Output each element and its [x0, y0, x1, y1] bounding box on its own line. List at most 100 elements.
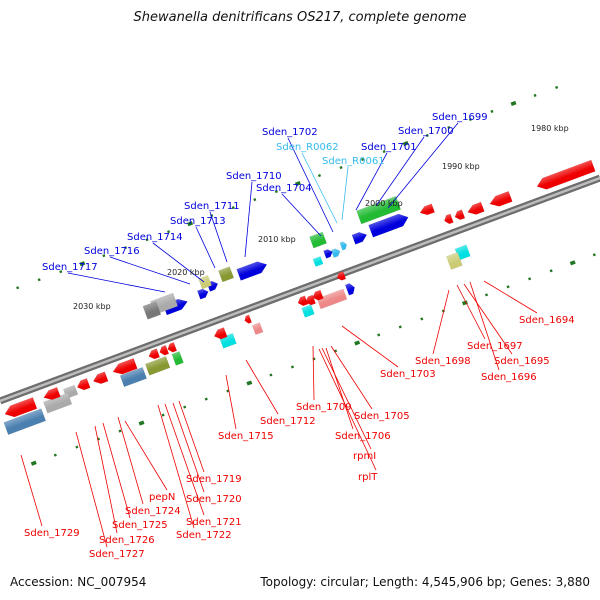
feature-upper-5: [419, 203, 435, 216]
ruler-tick: [398, 325, 402, 329]
leader-line: [109, 256, 191, 285]
ruler-label: 1990 kbp: [442, 162, 480, 171]
ruler-tick: [59, 270, 63, 274]
leader-line: [301, 152, 338, 224]
gene-label-sden_1711: Sden_1711: [184, 201, 240, 212]
ruler-tick: [16, 286, 20, 290]
gene-label-sden_1727: Sden_1727: [89, 549, 145, 560]
ruler-tick: [354, 340, 361, 346]
leader-line: [102, 422, 131, 519]
gene-label-sden_r0061: Sden_R0061: [322, 156, 385, 167]
feature-upper-8: [351, 232, 368, 245]
feature-lower-19: [119, 366, 148, 388]
leader-line: [152, 242, 205, 283]
gene-label-rplt: rplT: [358, 472, 378, 483]
leader-line: [195, 226, 216, 269]
gene-label-sden_1706: Sden_1706: [335, 431, 391, 442]
ruler-tick: [269, 373, 273, 377]
feature-lower-26: [3, 408, 47, 436]
ruler-tick: [290, 365, 295, 369]
gene-label-sden_1710: Sden_1710: [226, 171, 282, 182]
ruler-tick: [75, 445, 79, 449]
feature-lower-6: [305, 294, 316, 306]
ruler-tick: [506, 285, 510, 289]
ruler-tick: [484, 293, 489, 297]
ruler-tick: [123, 246, 127, 250]
ruler-tick: [183, 405, 187, 409]
leader-line: [375, 136, 425, 207]
gene-label-sden_1721: Sden_1721: [186, 517, 242, 528]
ruler-tick: [294, 181, 301, 187]
feature-lower-5: [312, 289, 324, 301]
map-title: Shewanella denitrificans OS217, complete…: [133, 10, 467, 25]
ruler-tick: [592, 253, 596, 257]
ruler-tick: [161, 413, 165, 417]
gene-label-sden_1702: Sden_1702: [262, 127, 318, 138]
feature-upper-12: [309, 231, 328, 249]
leader-line: [124, 420, 168, 491]
ruler-tick: [37, 278, 41, 282]
ruler-tick: [187, 221, 194, 227]
leader-line: [209, 211, 228, 263]
gene-label-sden_1703: Sden_1703: [380, 369, 436, 380]
gene-label-sden_1695: Sden_1695: [494, 356, 550, 367]
feature-upper-21: [142, 301, 162, 320]
gene-label-sden_1725: Sden_1725: [112, 520, 168, 531]
gene-label-sden_1697: Sden_1697: [467, 341, 523, 352]
gene-label-rpmi: rpmI: [353, 451, 376, 462]
feature-upper-13: [312, 255, 324, 267]
leader-line: [172, 402, 205, 493]
feature-upper-2: [467, 201, 485, 215]
gene-label-sden_1698: Sden_1698: [415, 356, 471, 367]
leader-line: [456, 284, 486, 340]
feature-lower-8: [297, 295, 309, 307]
feature-upper-0: [536, 159, 596, 190]
feature-upper-11: [323, 249, 333, 259]
feature-lower-9: [251, 322, 264, 336]
feature-upper-3: [454, 209, 466, 221]
ruler-labels: 1980 kbp 1990 kbp 2000 kbp 2010 kbp 2020 kbp…: [73, 124, 569, 311]
feature-lower-16: [144, 356, 171, 376]
gene-label-sden_1719: Sden_1719: [186, 474, 242, 485]
feature-lower-14: [159, 344, 170, 356]
feature-upper-9: [339, 241, 348, 251]
gene-label-sden_1705: Sden_1705: [354, 411, 410, 422]
leader-line: [341, 166, 349, 221]
ruler-tick: [145, 238, 149, 242]
ruler-tick: [382, 149, 386, 154]
ruler-tick: [317, 174, 322, 178]
feature-lower-12: [213, 327, 228, 340]
leader-line: [225, 374, 237, 430]
leader-line: [287, 137, 334, 233]
ruler-tick: [510, 100, 517, 107]
gene-features: [3, 159, 596, 436]
feature-lower-24: [43, 386, 61, 401]
ruler-tick: [138, 420, 145, 426]
feature-lower-3: [336, 271, 347, 281]
feature-lower-25: [4, 397, 38, 418]
ruler-dots: [16, 85, 596, 466]
leader-line: [245, 359, 279, 415]
gene-labels: Sden_1699 Sden_1700 Sden_1701 Sden_1702 Sden…: [24, 112, 575, 560]
ruler-label: 2030 kbp: [73, 302, 111, 311]
ruler-label: 2010 kbp: [258, 235, 296, 244]
ruler-label: 2020 kbp: [167, 268, 205, 277]
ruler-tick: [167, 230, 171, 234]
feature-lower-15: [171, 351, 184, 366]
feature-lower-2: [344, 283, 355, 296]
gene-label-sden_1699: Sden_1699: [432, 112, 488, 123]
ruler-tick: [490, 109, 494, 114]
ruler-tick: [118, 429, 122, 433]
leader-line: [178, 400, 205, 473]
gene-label-sden_1729: Sden_1729: [24, 528, 80, 539]
ruler-tick: [204, 397, 208, 401]
gene-label-pepn: pepN: [149, 492, 175, 503]
gene-label-sden_1717: Sden_1717: [42, 262, 98, 273]
gene-label-sden_1696: Sden_1696: [481, 372, 537, 383]
feature-upper-14: [236, 261, 268, 281]
ruler-tick: [425, 133, 429, 138]
leader-line: [469, 281, 500, 371]
leader-line: [355, 152, 388, 211]
feature-lower-7: [301, 304, 315, 318]
